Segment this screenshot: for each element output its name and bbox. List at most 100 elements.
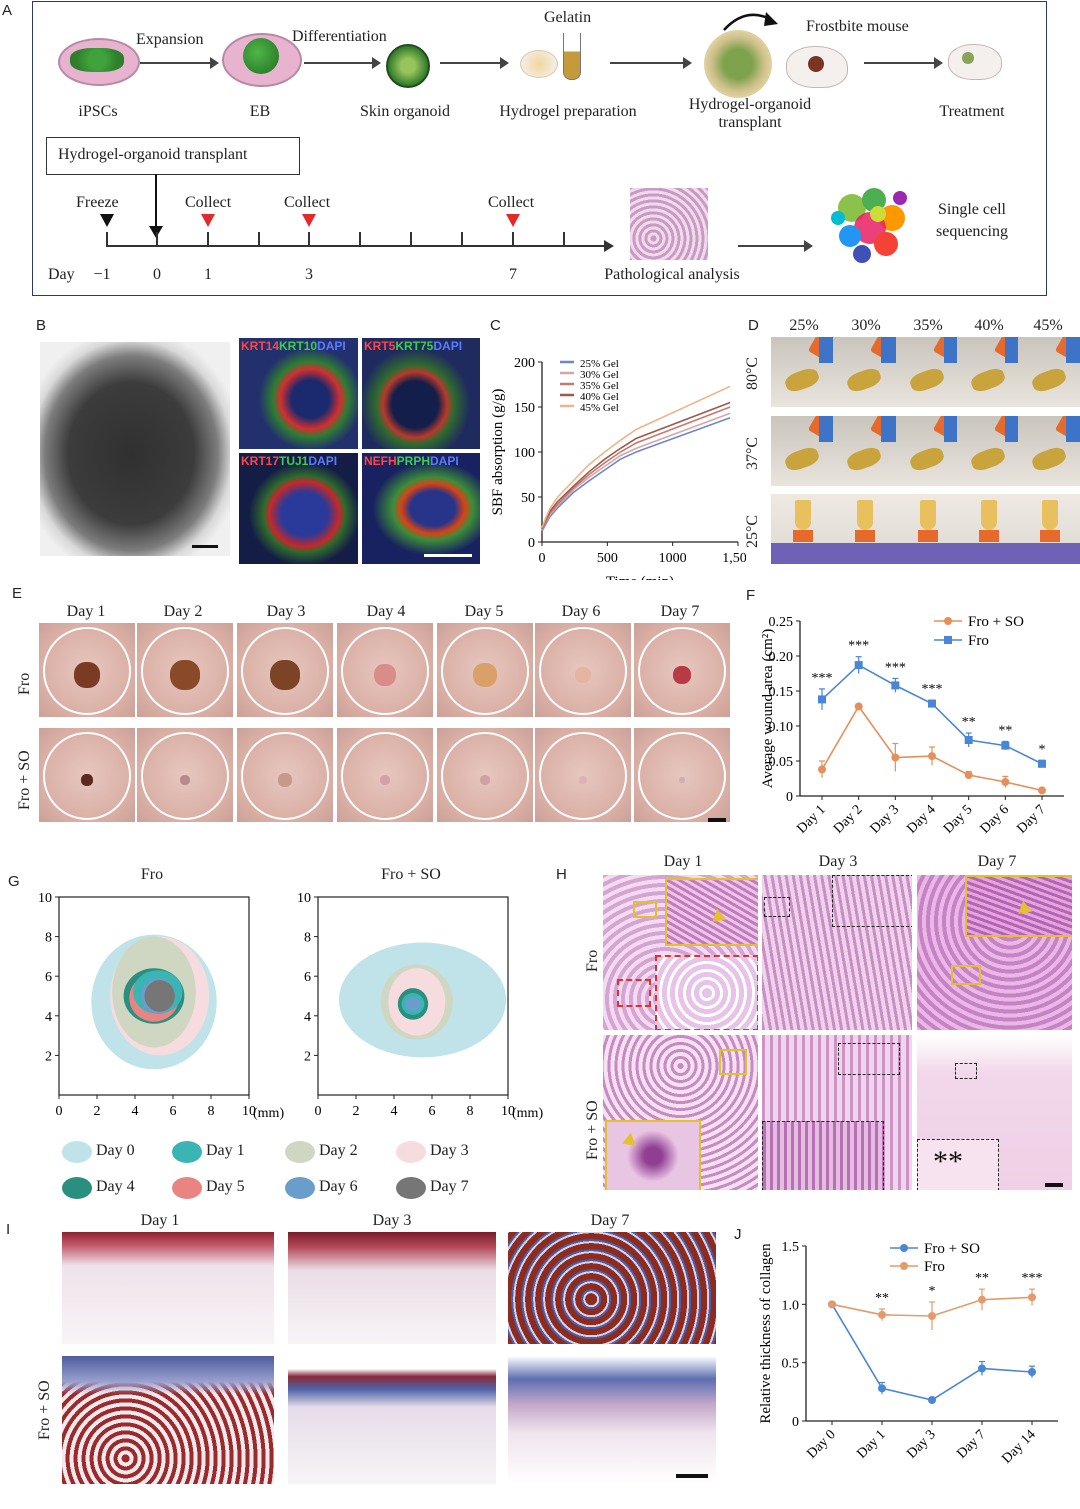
masson-day-label: Day 7 <box>590 1212 630 1229</box>
panel-a-frame <box>32 1 1047 296</box>
data-point <box>1038 786 1046 795</box>
pathology-label: Pathological analysis <box>604 266 740 283</box>
masson-day-label: Day 1 <box>140 1212 180 1229</box>
y-tick-label: 4 <box>304 1010 311 1025</box>
hydrogel-tube-photo <box>957 337 1021 407</box>
map-frame-fro <box>58 896 250 1096</box>
timeline-tick <box>156 232 158 246</box>
he-image-fro-day7 <box>917 875 1072 1030</box>
if-image-nefh-prph: NEFHPRPHDAPI <box>362 453 480 564</box>
legend-marker <box>900 1262 908 1270</box>
roi-box-black <box>764 897 790 917</box>
masson-image-fro-so-day3 <box>288 1356 496 1484</box>
step-ipscs: iPSCs <box>78 103 118 120</box>
wound-circle-marker <box>141 732 229 820</box>
glove-icon <box>819 337 835 363</box>
hydrogel-dish-icon <box>520 50 558 78</box>
scale-bar <box>424 554 472 557</box>
group-label-fro: Fro <box>584 949 601 972</box>
inset-box-yellow <box>965 875 1072 937</box>
series-line-45-gel <box>541 385 731 528</box>
y-tick-label: 2 <box>304 1049 311 1064</box>
arrow-head-icon <box>372 57 381 69</box>
inset-box-black <box>917 1139 999 1190</box>
map-frame-fro-so <box>317 896 509 1096</box>
wound-photo <box>137 728 233 822</box>
series-line-30-gel <box>541 412 731 531</box>
panel-b-label: B <box>36 317 47 334</box>
x-tick-label: Day 5 <box>941 802 976 837</box>
temperature-label: 25°C <box>744 514 761 548</box>
panel-a-label: A <box>2 2 13 19</box>
stain-label-blue: DAPI <box>430 454 459 468</box>
collect-label-1: Collect <box>185 194 232 211</box>
inset-box-black <box>832 875 912 927</box>
x-tick-label: 6 <box>429 1104 436 1119</box>
roi-box-yellow <box>951 965 981 985</box>
group-label-fro-so: Fro + SO <box>36 1380 53 1440</box>
x-tick-label: Day 0 <box>804 1427 839 1462</box>
glove-icon <box>819 416 835 442</box>
gelatin-label: Gelatin <box>544 9 592 26</box>
roi-box-red <box>617 979 651 1007</box>
arrow-label-expansion: Expansion <box>136 31 204 48</box>
hydrogel-tube-photo <box>833 337 897 407</box>
significance-marker: *** <box>885 660 906 675</box>
wound-day-label: Day 5 <box>464 603 504 620</box>
tube-cap-icon <box>855 530 875 542</box>
pathology-thumbnail <box>630 188 708 260</box>
data-point <box>854 702 863 711</box>
tube-cap-icon <box>918 530 938 542</box>
legend-label: Fro + SO <box>968 614 1024 630</box>
tube-liquid <box>1029 365 1069 395</box>
collect-marker-icon <box>302 214 316 227</box>
panel-e-label: E <box>12 585 23 602</box>
masson-image-fro-day3 <box>288 1232 496 1344</box>
panel-f-label: F <box>746 587 756 604</box>
legend-label: 40% Gel <box>580 391 619 403</box>
y-tick-label: 6 <box>304 970 311 985</box>
collagen-thickness-chart: 0 0.5 1.0 1.5 Day 0 Day 1 Day 3 Day 7 Day 14 Rela… <box>758 1240 1058 1467</box>
y-tick-label: 8 <box>45 931 52 946</box>
he-image-fro-so-day1 <box>603 1035 758 1190</box>
timeline-box-label: Hydrogel-organoid transplant <box>58 146 248 163</box>
y-tick-label: 0.10 <box>769 720 794 735</box>
single-cell-label: Single cell sequencing <box>926 199 1018 243</box>
x-tick-label: 10 <box>242 1104 256 1119</box>
legend-label: Day 2 <box>319 1142 358 1159</box>
map-title-fro: Fro <box>140 866 164 883</box>
step-eb: EB <box>249 103 271 120</box>
tube-cap-icon <box>793 530 813 542</box>
x-tick-label: 0 <box>539 551 546 566</box>
day-tick-label: 1 <box>204 266 212 283</box>
gelatin-tube-icon <box>563 33 581 80</box>
x-tick-label: 4 <box>132 1104 139 1119</box>
curved-arrow-icon <box>723 12 778 31</box>
wound-photo <box>237 623 333 717</box>
legend-label: Day 7 <box>430 1178 469 1195</box>
legend-label: 35% Gel <box>580 380 619 392</box>
roi-box-yellow <box>633 901 657 918</box>
x-tick-label: 2 <box>94 1104 101 1119</box>
wound-circle-marker <box>141 627 229 715</box>
organoid-brightfield-image <box>40 342 230 556</box>
step-treatment: Treatment <box>939 103 1005 120</box>
legend-swatch <box>62 1141 92 1163</box>
roi-box-black <box>838 1043 900 1075</box>
panel-i-label: I <box>6 1221 11 1238</box>
x-tick-label: Day 1 <box>794 802 829 837</box>
timeline-tick <box>512 232 514 246</box>
group-label-fro-so: Fro + SO <box>16 750 33 810</box>
hydrogel-tube-photo <box>1018 494 1080 564</box>
hydrogel-tube-photo <box>771 494 835 564</box>
legend-label: 30% Gel <box>580 369 619 381</box>
tube-gel <box>857 500 873 530</box>
tube-liquid <box>968 444 1008 474</box>
if-image-krt14-krt10: KRT14KRT10DAPI <box>239 338 358 449</box>
arrow-head-icon <box>934 57 943 69</box>
tube-cap-icon <box>1040 530 1060 542</box>
timeline-tick <box>410 232 412 246</box>
step-hydrogel-preparation: Hydrogel preparation <box>499 103 637 120</box>
y-tick-label: 100 <box>514 446 535 461</box>
concentration-label: 40% <box>974 317 1004 334</box>
